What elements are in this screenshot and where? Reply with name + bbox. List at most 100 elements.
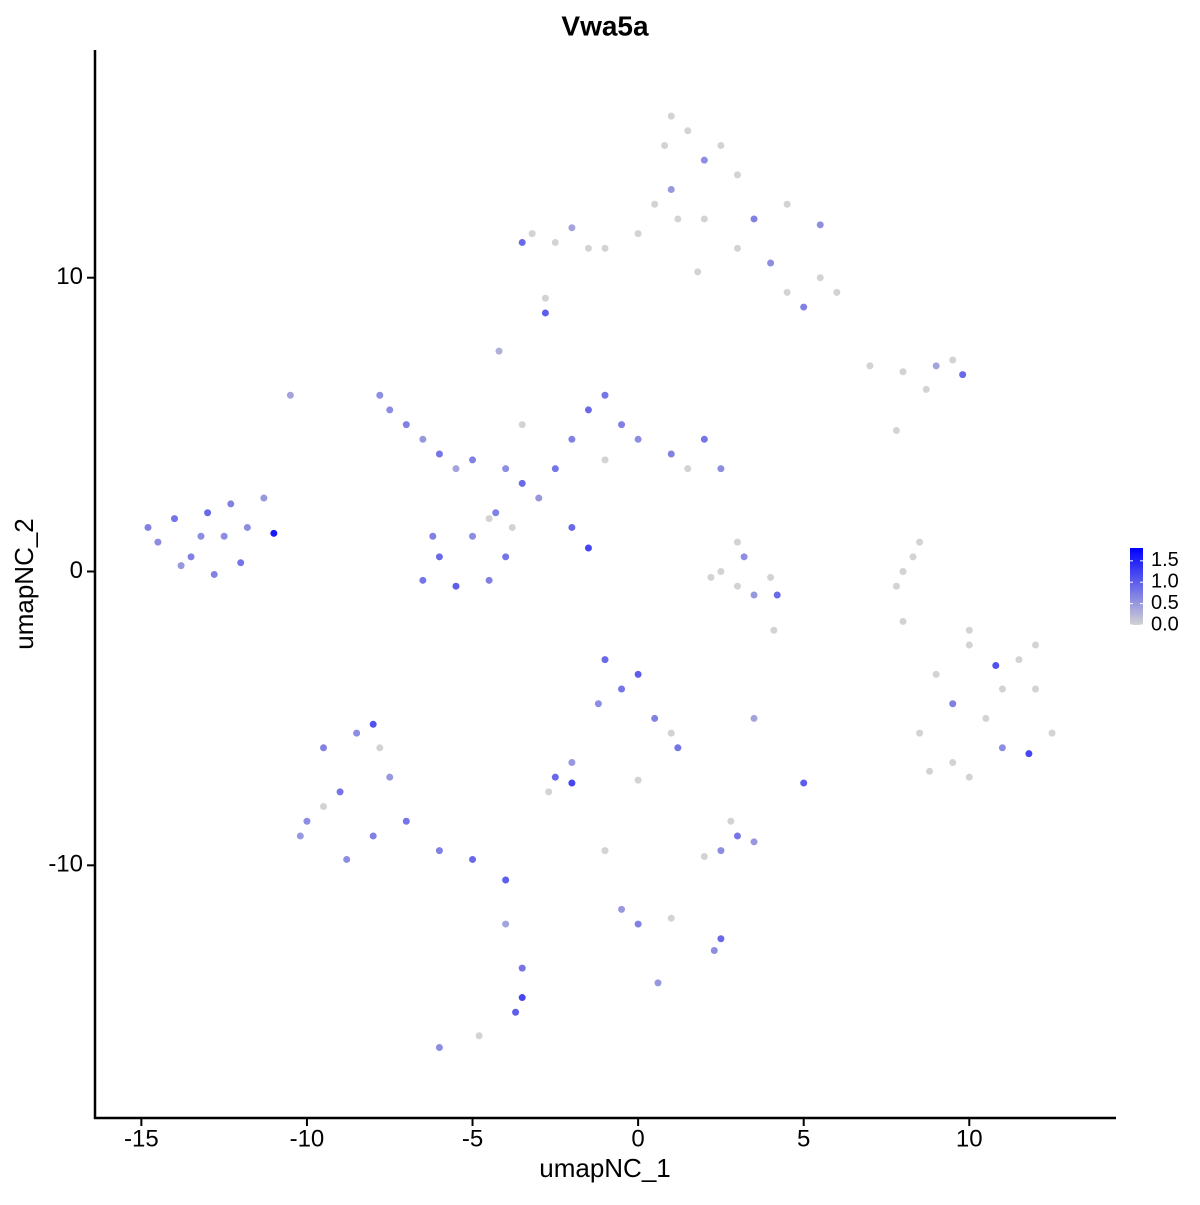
point bbox=[634, 776, 642, 784]
point bbox=[551, 465, 559, 473]
point bbox=[816, 221, 824, 229]
point bbox=[469, 532, 477, 540]
point bbox=[320, 803, 328, 811]
point bbox=[618, 685, 626, 693]
point bbox=[386, 773, 394, 781]
point bbox=[684, 465, 692, 473]
colorbar-tick-label: 1.0 bbox=[1151, 571, 1179, 593]
point bbox=[727, 817, 735, 825]
point bbox=[965, 626, 973, 634]
point bbox=[949, 356, 957, 364]
point bbox=[270, 529, 278, 537]
point bbox=[419, 435, 427, 443]
point bbox=[1032, 641, 1040, 649]
point bbox=[651, 200, 659, 208]
point bbox=[402, 421, 410, 429]
point bbox=[717, 141, 725, 149]
y-tick-label: -10 bbox=[48, 851, 83, 878]
point bbox=[684, 127, 692, 135]
point bbox=[369, 832, 377, 840]
point bbox=[376, 391, 384, 399]
point bbox=[568, 779, 576, 787]
point bbox=[528, 230, 536, 238]
point bbox=[959, 371, 967, 379]
point bbox=[750, 591, 758, 599]
point bbox=[518, 238, 526, 246]
point bbox=[551, 773, 559, 781]
point bbox=[435, 847, 443, 855]
point bbox=[634, 230, 642, 238]
point bbox=[733, 538, 741, 546]
point bbox=[916, 538, 924, 546]
point bbox=[601, 656, 609, 664]
point bbox=[601, 244, 609, 252]
point bbox=[402, 817, 410, 825]
point bbox=[469, 456, 477, 464]
point bbox=[750, 838, 758, 846]
point bbox=[237, 559, 245, 567]
point bbox=[770, 626, 778, 634]
point bbox=[485, 576, 493, 584]
point bbox=[204, 509, 212, 517]
point bbox=[667, 729, 675, 737]
point bbox=[1048, 729, 1056, 737]
point bbox=[502, 465, 510, 473]
point bbox=[243, 523, 251, 531]
point bbox=[965, 641, 973, 649]
point bbox=[469, 855, 477, 863]
point bbox=[601, 847, 609, 855]
point bbox=[419, 576, 427, 584]
point bbox=[435, 1043, 443, 1051]
point bbox=[568, 435, 576, 443]
point bbox=[733, 244, 741, 252]
point bbox=[866, 362, 874, 370]
point bbox=[502, 553, 510, 561]
point bbox=[187, 553, 195, 561]
point bbox=[518, 994, 526, 1002]
point bbox=[651, 714, 659, 722]
y-axis-label: umapNC_2 bbox=[9, 518, 39, 650]
point bbox=[495, 347, 503, 355]
point bbox=[998, 744, 1006, 752]
point bbox=[545, 788, 553, 796]
point bbox=[892, 426, 900, 434]
point bbox=[634, 920, 642, 928]
point bbox=[452, 465, 460, 473]
point bbox=[710, 947, 718, 955]
point bbox=[992, 662, 1000, 670]
point bbox=[750, 215, 758, 223]
point bbox=[227, 500, 235, 508]
point bbox=[220, 532, 228, 540]
point bbox=[892, 582, 900, 590]
point bbox=[767, 573, 775, 581]
point bbox=[541, 309, 549, 317]
point bbox=[369, 720, 377, 728]
point bbox=[601, 391, 609, 399]
point bbox=[717, 847, 725, 855]
y-tick-label: 10 bbox=[56, 263, 83, 290]
point bbox=[618, 905, 626, 913]
point bbox=[717, 568, 725, 576]
point bbox=[800, 303, 808, 311]
point bbox=[492, 509, 500, 517]
x-tick-label: -10 bbox=[290, 1125, 325, 1152]
point bbox=[982, 714, 990, 722]
x-tick-label: 5 bbox=[797, 1125, 810, 1152]
point bbox=[601, 456, 609, 464]
point bbox=[584, 544, 592, 552]
point bbox=[949, 700, 957, 708]
point bbox=[733, 582, 741, 590]
point bbox=[551, 238, 559, 246]
point bbox=[343, 855, 351, 863]
point bbox=[518, 479, 526, 487]
point bbox=[965, 773, 973, 781]
point bbox=[717, 465, 725, 473]
point bbox=[568, 224, 576, 232]
point bbox=[667, 186, 675, 194]
point bbox=[717, 935, 725, 943]
point bbox=[197, 532, 205, 540]
x-tick-label: -15 bbox=[124, 1125, 159, 1152]
point bbox=[700, 215, 708, 223]
point bbox=[154, 538, 162, 546]
point bbox=[518, 421, 526, 429]
